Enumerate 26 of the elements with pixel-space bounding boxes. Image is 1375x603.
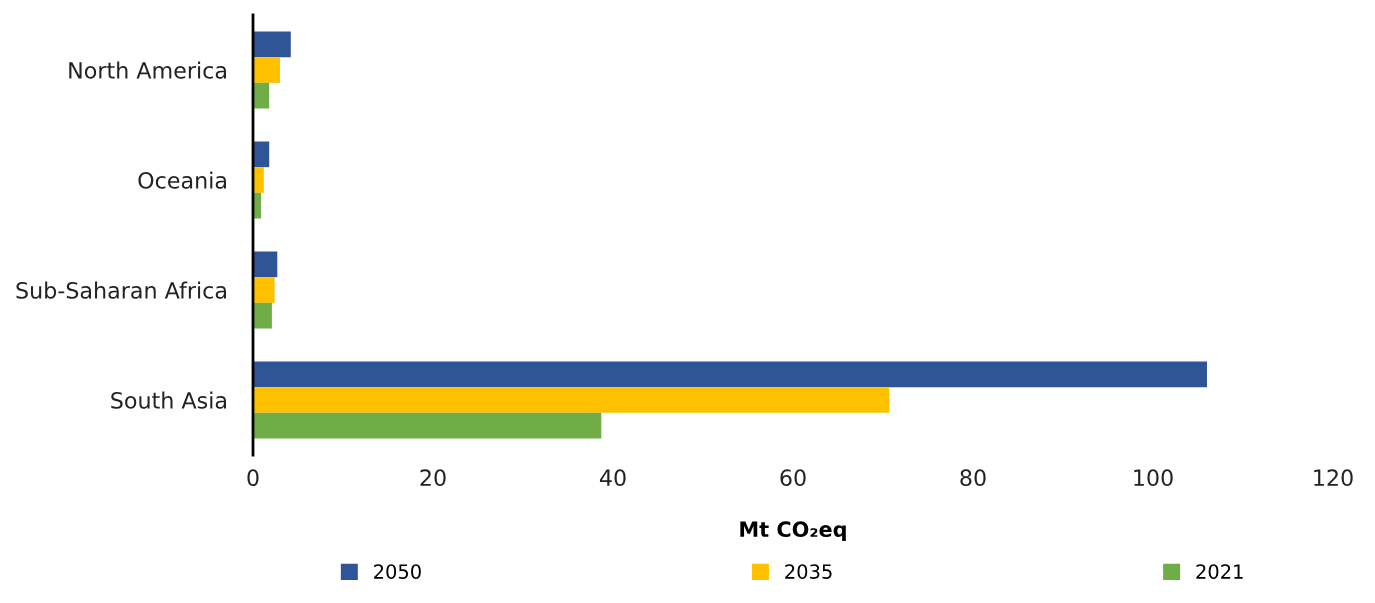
y-tick-label: South Asia [111, 391, 226, 409]
bar [253, 361, 1207, 388]
bar [253, 412, 602, 439]
x-tick-label: 40 [599, 469, 626, 487]
x-tick-label: 120 [1314, 469, 1353, 487]
x-tick-label: 60 [780, 469, 806, 487]
bar [253, 82, 270, 109]
legend-label: 2021 [1196, 564, 1243, 579]
bar [253, 167, 264, 193]
x-axis-title: Mt CO₂eq [740, 521, 846, 542]
bar [253, 251, 278, 278]
bar [253, 141, 270, 168]
legend-label: 2035 [785, 564, 832, 579]
x-tick-label: 100 [1134, 469, 1173, 487]
bar [253, 387, 890, 413]
legend-label: 2050 [374, 564, 421, 579]
x-tick-label: 80 [960, 469, 986, 487]
y-tick-label: Oceania [138, 171, 226, 189]
bar [253, 57, 280, 83]
y-tick-label: Sub-Saharan Africa [16, 281, 226, 299]
x-tick-label: 0 [247, 469, 259, 487]
bar [253, 302, 272, 329]
bar [253, 31, 291, 58]
y-tick-label: North America [69, 61, 226, 79]
x-tick-label: 20 [420, 469, 446, 487]
bar [253, 277, 275, 303]
